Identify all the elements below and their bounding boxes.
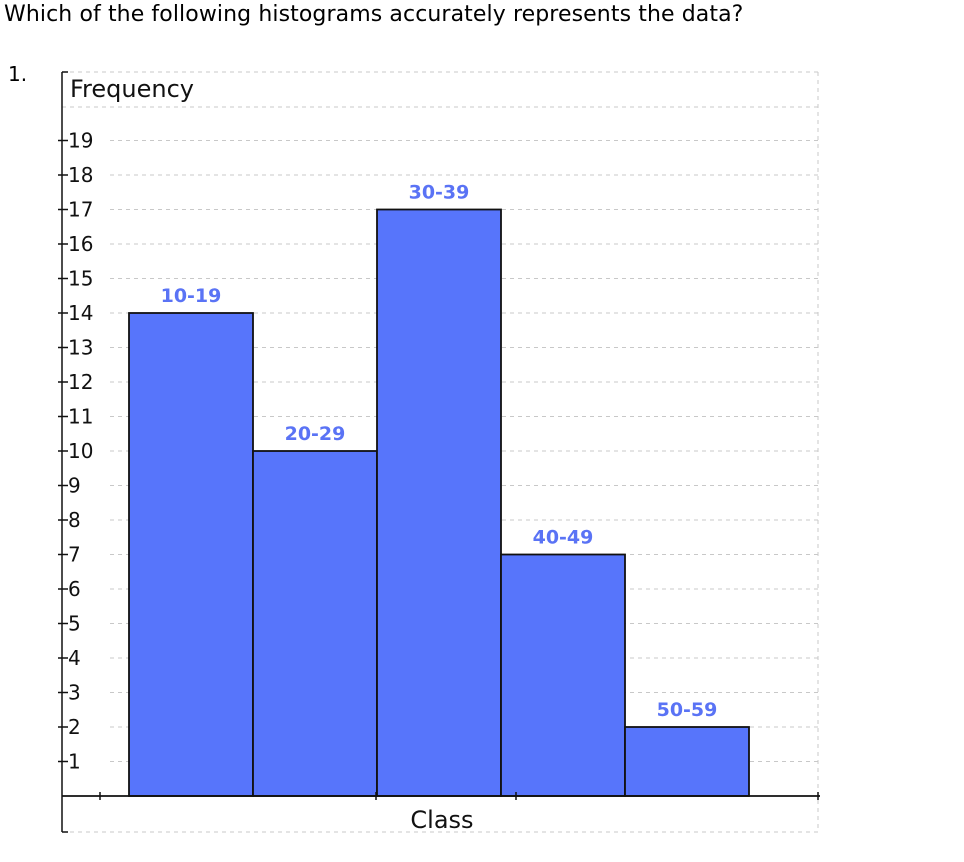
- question-number: 1.: [8, 62, 28, 86]
- y-tick-label: 16: [68, 232, 93, 256]
- y-tick-label: 3: [68, 681, 81, 705]
- x-axis-title: Class: [410, 806, 473, 834]
- y-axis-title: Frequency: [70, 75, 194, 103]
- y-tick-label: 13: [68, 336, 93, 360]
- bar-label-30-39: 30-39: [409, 182, 470, 204]
- bar-label-10-19: 10-19: [161, 285, 222, 307]
- y-tick-label: 1: [68, 750, 81, 774]
- y-tick-label: 18: [68, 163, 93, 187]
- bar-label-20-29: 20-29: [285, 423, 346, 445]
- y-tick-label: 2: [68, 715, 81, 739]
- axes: [61, 71, 820, 833]
- question-text: Which of the following histograms accura…: [4, 2, 744, 27]
- bar-50-59: [624, 726, 750, 797]
- y-tick-label: 7: [68, 543, 81, 567]
- y-tick-label: 10: [68, 439, 93, 463]
- y-tick-label: 8: [68, 508, 81, 532]
- y-tick-label: 6: [68, 577, 81, 601]
- y-tick-label: 15: [68, 267, 93, 291]
- y-tick-label: 9: [68, 474, 81, 498]
- bar-20-29: [252, 450, 378, 797]
- y-tick-label: 17: [68, 198, 93, 222]
- bar-label-50-59: 50-59: [657, 699, 718, 721]
- bar-labels: 10-19 20-29 30-39 40-49 50-59: [161, 182, 718, 722]
- bar-label-40-49: 40-49: [533, 527, 594, 549]
- bar-40-49: [500, 553, 626, 797]
- bar-30-39: [376, 208, 502, 797]
- y-tick-label: 19: [68, 129, 93, 153]
- y-tick-label: 12: [68, 370, 93, 394]
- y-tick-label: 5: [68, 612, 81, 636]
- y-tick-label: 11: [68, 405, 93, 429]
- bar-10-19: [128, 312, 254, 797]
- y-tick-label: 14: [68, 301, 93, 325]
- bars: [128, 208, 750, 797]
- y-tick-label: 4: [68, 646, 81, 670]
